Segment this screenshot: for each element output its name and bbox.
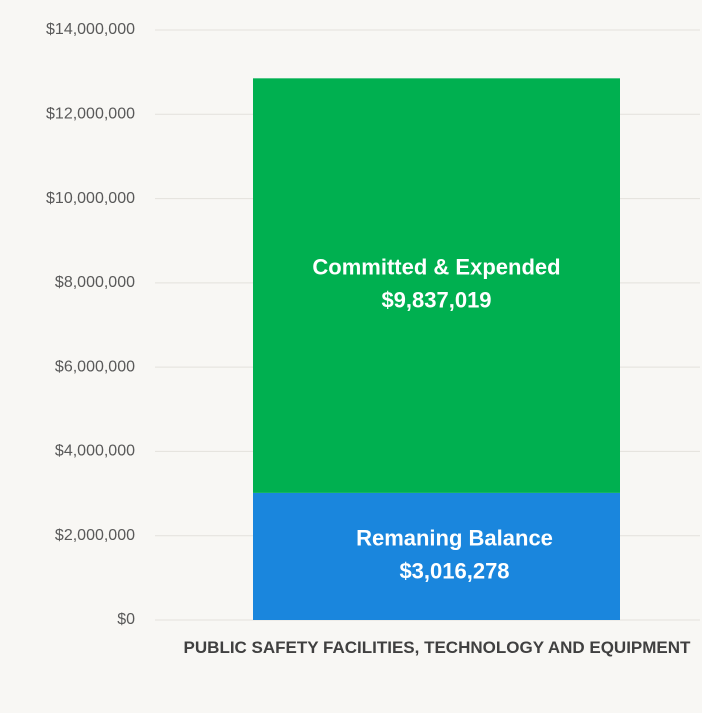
- y-tick-label: $4,000,000: [55, 443, 135, 460]
- y-tick-label: $2,000,000: [55, 527, 135, 544]
- y-tick-label: $6,000,000: [55, 358, 135, 375]
- y-tick-label: $8,000,000: [55, 274, 135, 291]
- bar-segment: [253, 78, 620, 493]
- y-tick-label: $10,000,000: [46, 190, 135, 207]
- y-tick-label: $12,000,000: [46, 106, 135, 123]
- data-label-name: Committed & Expended: [312, 254, 560, 279]
- y-tick-label: $0: [117, 611, 135, 628]
- data-label: $3,016,278: [399, 558, 509, 583]
- x-tick-label: PUBLIC SAFETY FACILITIES, TECHNOLOGY AND…: [183, 638, 691, 657]
- data-label-name: Remaning Balance: [356, 525, 553, 550]
- bar-segment: [253, 492, 620, 620]
- y-tick-label: $14,000,000: [46, 21, 135, 38]
- data-label: $9,837,019: [381, 287, 491, 312]
